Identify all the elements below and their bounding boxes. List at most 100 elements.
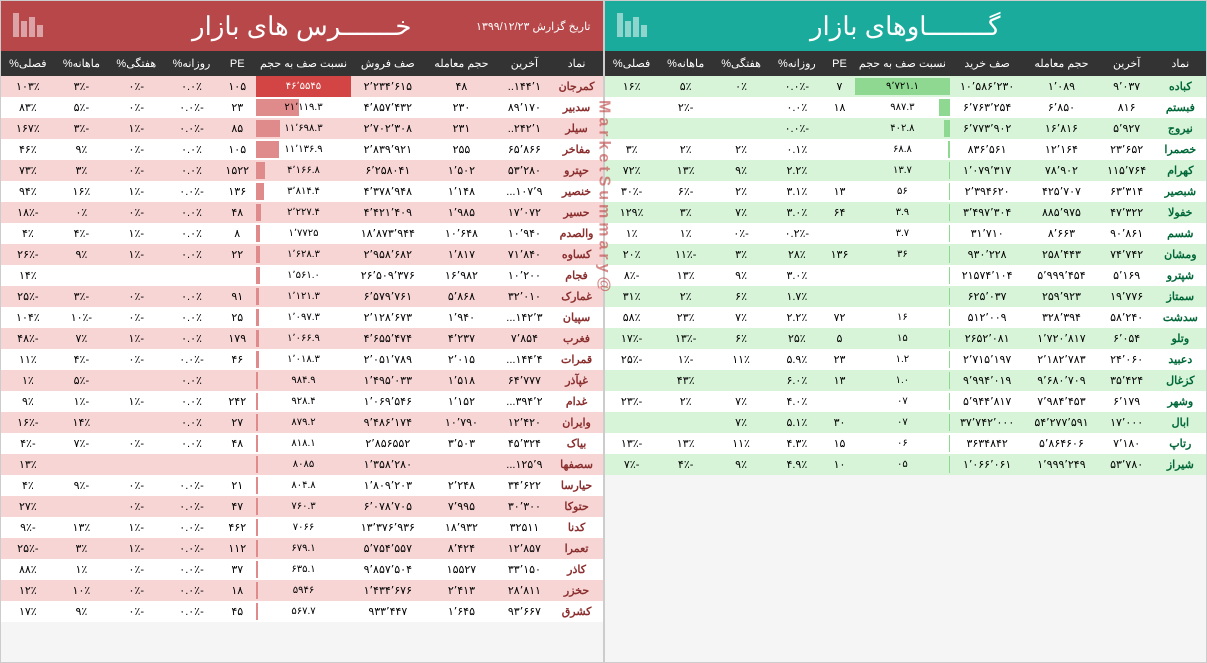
table-row[interactable]: فجام۱۰٬۲۰۰۱۶٬۹۸۲۲۶٬۵۰۹٬۳۷۶۱٬۵۶۱.۰۱۴٪ xyxy=(1,265,603,286)
col-header[interactable]: حجم معامله xyxy=(1024,51,1098,76)
table-row[interactable]: کهرام۱۱۵٬۷۶۴۷۸٬۹۰۲۱٬۰۷۹٬۳۱۷۱۳.۷۲.۲٪۹٪۱۳٪… xyxy=(605,160,1207,181)
col-header[interactable]: فصلی% xyxy=(1,51,55,76)
table-row[interactable]: ومشان۷۴٬۷۴۲۲۵۸٬۴۴۳۹۳۰٬۲۲۸۳۶۱۳۶۲۸٪۳٪-۱۱٪۲… xyxy=(605,244,1207,265)
col-header[interactable]: فصلی% xyxy=(605,51,659,76)
cell-w: ۱۱٪ xyxy=(713,433,770,454)
table-row[interactable]: رتاپ۷٬۱۸۰۵٬۸۶۴۶۰۶۳۶۳۴۸۴۲۰۶۱۵۴.۳٪۱۱٪۱۳٪-۱… xyxy=(605,433,1207,454)
cell-ratio: ۱۳.۷ xyxy=(855,160,950,181)
table-row[interactable]: خصمرا۲۳٬۶۵۲۱۲٬۱۶۴۸۳۶٬۵۶۱۶۸.۸۰.۱٪۲٪۲٪۳٪ xyxy=(605,139,1207,160)
table-row[interactable]: شیراز۵۳٬۷۸۰۱٬۹۹۹٬۲۴۹۱٬۰۶۶٬۰۶۱۰۵۱۰۴.۹٪۹٪-… xyxy=(605,454,1207,475)
table-row[interactable]: سمتاز۱۹٬۷۷۶۲۵۹٬۹۲۳۶۲۵٬۰۳۷۱.۷٪۶٪۲٪۳۱٪ xyxy=(605,286,1207,307)
table-row[interactable]: سصفها۱۲۵٬۹...۱٬۳۵۸٬۲۸۰۸۰۸۵۱۳٪ xyxy=(1,454,603,475)
cell-last: ۲۴٬۰۶۰ xyxy=(1099,349,1155,370)
cell-w xyxy=(108,370,164,391)
table-row[interactable]: تعمرا۱۲٬۸۵۷۸٬۴۲۴۵٬۷۵۴٬۵۵۷۶۷۹.۱۱۱۲-۰.۰٪-۱… xyxy=(1,538,603,559)
table-row[interactable]: سپیان۱۴۲٬۳...۱٬۹۴۰۲٬۱۲۸٬۶۷۳۱٬۰۹۷.۳۲۵۰.۰٪… xyxy=(1,307,603,328)
cell-pe: ۶۴ xyxy=(824,202,855,223)
cell-vol: ۱٬۹۸۵ xyxy=(425,202,499,223)
table-row[interactable]: قمرات۱۴۴٬۴...۲٬۰۱۵۲٬۰۵۱٬۷۸۹۱٬۰۱۸.۳۴۶-۰.۰… xyxy=(1,349,603,370)
table-row[interactable]: شبصیر۶۳٬۳۱۴۴۲۵٬۷۰۷۲٬۳۹۴۶۲۰۵۶۱۳۳.۱٪۲٪-۶٪-… xyxy=(605,181,1207,202)
cell-w: ۰٪ xyxy=(713,76,770,97)
table-row[interactable]: خنصیر۱۰۷٬۹...۱٬۱۴۸۴٬۳۷۸٬۹۴۸۳٬۸۱۴.۴۱۳۶-۰.… xyxy=(1,181,603,202)
cell-vol: ۸۸۵٬۹۷۵ xyxy=(1024,202,1098,223)
col-header[interactable]: نسبت صف به حجم xyxy=(855,51,950,76)
cell-pe: ۷ xyxy=(824,76,855,97)
table-row[interactable]: غدام۳۹۴٬۲...۱٬۱۵۲۱٬۰۶۹٬۵۴۶۹۲۸.۴۲۴۲۰.۰٪-۱… xyxy=(1,391,603,412)
table-row[interactable]: حپترو۵۳٬۲۸۰۱٬۵۰۲۶٬۲۵۸۰۴۱۴٬۱۶۶.۸۱۵۲۲۰.۰٪-… xyxy=(1,160,603,181)
table-row[interactable]: خفولا۴۷٬۳۲۲۸۸۵٬۹۷۵۳٬۴۹۷٬۳۰۴۳.۹۶۴۳.۰٪۷٪۳٪… xyxy=(605,202,1207,223)
table-row[interactable]: کشرق۹۳٬۶۶۷۱٬۶۴۵۹۳۳٬۴۴۷۵۶۷.۷۴۵-۰.۰٪-۰٪۹٪۱… xyxy=(1,601,603,622)
col-header[interactable]: صف فروش xyxy=(351,51,425,76)
table-row[interactable]: فبستم۸۱۶۶٬۸۵۰۶٬۷۶۳٬۲۵۴۹۸۷.۳۱۸۰.۰٪-۲٪ xyxy=(605,97,1207,118)
table-row[interactable]: بیاک۴۵٬۳۲۴۳٬۵۰۳۲٬۸۵۶۵۵۲۸۱۸.۱۴۸۰.۰٪-۰٪-۷٪… xyxy=(1,433,603,454)
table-row[interactable]: کزغال۳۵٬۴۲۴۹٬۶۸۰٬۷۰۹۹٬۹۹۴٬۰۱۹۱.۰۱۳۶.۰٪۴۳… xyxy=(605,370,1207,391)
col-header[interactable]: هفتگی% xyxy=(713,51,770,76)
cell-w: -۰٪ xyxy=(108,559,164,580)
col-header[interactable]: نماد xyxy=(1155,51,1206,76)
table-row[interactable]: غپآذر۶۴٬۷۷۷۱٬۵۱۸۱٬۴۹۵٬۰۳۳۹۸۴.۹۰.۰٪-۵٪۱٪ xyxy=(1,370,603,391)
cell-ratio: ۵۶ xyxy=(855,181,950,202)
cell-vol: ۱٬۵۰۲ xyxy=(425,160,499,181)
table-row[interactable]: کباده۹٬۰۳۷۱٬۰۸۹۱۰٬۵۸۶٬۲۳۰۹٬۷۲۱.۱۷-۰.۰٪۰٪… xyxy=(605,76,1207,97)
cell-d: ۰.۰٪ xyxy=(164,307,218,328)
table-row[interactable]: حیارسا۳۴٬۶۲۲۲٬۲۴۸۱٬۸۰۹٬۲۰۳۸۰۴.۸۲۱-۰.۰٪-۰… xyxy=(1,475,603,496)
bulls-table-wrap[interactable]: @MarketSummary نمادآخرینحجم معاملهصف خری… xyxy=(605,51,1207,662)
cell-queue: ۴٬۳۷۸٬۹۴۸ xyxy=(351,181,425,202)
cell-d: ۳.۰٪ xyxy=(770,265,825,286)
table-row[interactable]: حتوکا۳۰٬۳۰۰۷٬۹۹۵۶٬۰۷۸٬۷۰۵۷۶۰.۳۴۷-۰.۰٪-۰٪… xyxy=(1,496,603,517)
table-row[interactable]: سدبیر۸۹٬۱۷۰۲۳۰۴٬۸۵۷٬۴۳۲۲۱٬۱۱۹.۳۲۳-۰.۰٪-۰… xyxy=(1,97,603,118)
cell-last: ۱۷٬۰۰۰ xyxy=(1099,412,1155,433)
cell-w: -۰٪ xyxy=(713,223,770,244)
table-row[interactable]: کمرجان۱۴۴٬۱..۴۸۲٬۲۳۴٬۶۱۵۴۶٬۵۵۴۵۱۰۵۰.۰٪-۰… xyxy=(1,76,603,97)
cell-m: -۳٪ xyxy=(55,76,108,97)
col-header[interactable]: نماد xyxy=(551,51,603,76)
cell-ratio: ۲٬۲۲۷.۴ xyxy=(256,202,351,223)
table-row[interactable]: دعبید۲۴٬۰۶۰۲٬۱۸۲٬۷۸۳۲٬۷۱۵٬۱۹۷۱.۲۲۳۵.۹٪۱۱… xyxy=(605,349,1207,370)
table-row[interactable]: حسیر۱۷٬۰۷۲۱٬۹۸۵۴٬۴۲۱٬۴۰۹۲٬۲۲۷.۴۴۸۰.۰٪-۰٪… xyxy=(1,202,603,223)
table-row[interactable]: غمارک۳۲٬۰۱۰۵٬۸۶۸۶٬۵۷۹٬۷۶۱۱٬۱۲۱.۳۹۱۰.۰٪-۰… xyxy=(1,286,603,307)
table-row[interactable]: شسم۹۰٬۸۶۱۸٬۶۶۳۳۱٬۷۱۰۳.۷-۰.۲٪-۰٪۱٪۱٪ xyxy=(605,223,1207,244)
table-row[interactable]: وشهر۶٬۱۷۹۷٬۹۸۴٬۴۵۳۵٬۹۴۴٬۸۱۷۰۷۴.۰٪۷٪۲٪-۲۳… xyxy=(605,391,1207,412)
col-header[interactable]: صف خرید xyxy=(950,51,1024,76)
table-row[interactable]: ابال۱۷٬۰۰۰۵۴٬۲۷۷٬۵۹۱۳۷٬۷۴۲٬۰۰۰۰۷۳۰۵.۱٪۷٪ xyxy=(605,412,1207,433)
table-row[interactable]: مفاخر۶۵٬۸۶۶۲۵۵۲٬۸۳۹٬۹۲۱۱۱٬۱۳۶.۹۱۰۵۰.۰٪-۰… xyxy=(1,139,603,160)
table-row[interactable]: کدنا۳۲۵۱۱۱۸٬۹۳۲۱۳٬۳۷۶٬۹۳۶۷۰۶۶۴۶۲-۰.۰٪-۱٪… xyxy=(1,517,603,538)
table-row[interactable]: والصدم۱۰٬۹۴۰۱۰٬۶۴۸۱۸٬۸۷۳٬۹۴۴۱٬۷۷۲۵۸۰.۰٪-… xyxy=(1,223,603,244)
table-row[interactable]: کساوه۷۱٬۸۴۰۱٬۸۱۷۲٬۹۵۸٬۶۸۲۱٬۶۲۸.۳۲۲۰.۰٪-۱… xyxy=(1,244,603,265)
table-row[interactable]: حخزر۲۸٬۸۱۱۲٬۴۱۳۱٬۴۳۴٬۶۷۶۵۹۴۶۱۸-۰.۰٪-۰٪۱۰… xyxy=(1,580,603,601)
table-row[interactable]: سدشت۵۸٬۲۴۰۳۲۸٬۳۹۴۵۱۲٬۰۰۹۱۶۷۲۲.۲٪۷٪۲۳٪۵۸٪ xyxy=(605,307,1207,328)
cell-last: ۷٬۸۵۴ xyxy=(498,328,550,349)
col-header[interactable]: آخرین xyxy=(498,51,550,76)
col-header[interactable]: ماهانه% xyxy=(659,51,713,76)
cell-ratio: ۴٬۱۶۶.۸ xyxy=(256,160,351,181)
col-header[interactable]: روزانه% xyxy=(164,51,218,76)
cell-queue: ۹۳۰٬۲۲۸ xyxy=(950,244,1024,265)
cell-m: ۳٪ xyxy=(659,202,713,223)
cell-pe xyxy=(219,370,256,391)
cell-pe: ۱۰۵ xyxy=(219,76,256,97)
cell-d: ۵.۹٪ xyxy=(770,349,825,370)
col-header[interactable]: ماهانه% xyxy=(55,51,108,76)
col-header[interactable]: آخرین xyxy=(1099,51,1155,76)
cell-pe xyxy=(824,223,855,244)
col-header[interactable]: هفتگی% xyxy=(108,51,164,76)
col-header[interactable]: روزانه% xyxy=(770,51,825,76)
table-row[interactable]: شپترو۵٬۱۶۹۵٬۹۹۹٬۴۵۴۲۱۵۷۴٬۱۰۴۳.۰٪۹٪۱۳٪-۸٪ xyxy=(605,265,1207,286)
table-row[interactable]: فغرب۷٬۸۵۴۴٬۲۳۷۴٬۶۵۵٬۴۷۴۱٬۰۶۶.۹۱۷۹۰.۰٪-۱٪… xyxy=(1,328,603,349)
table-row[interactable]: وتلو۶٬۰۵۴۱٬۷۲۰٬۸۱۷۲۶۵۲٬۰۸۱۱۵۵۲۵٪۶٪-۱۳٪-۱… xyxy=(605,328,1207,349)
table-row[interactable]: وایران۱۲٬۴۲۰۱۰٬۷۹۰۹٬۴۸۶٬۱۷۴۸۷۹.۲۲۷۰.۰٪۱۴… xyxy=(1,412,603,433)
col-header[interactable]: PE xyxy=(219,51,256,76)
table-row[interactable]: سیلر۲۴۲٬۱..۲۳۱۲٬۷۰۲٬۳۰۸۱۱٬۶۹۸.۳۸۵-۰.۰٪-۱… xyxy=(1,118,603,139)
cell-sym: نیروج xyxy=(1155,118,1206,139)
cell-d: ۰.۰٪ xyxy=(164,160,218,181)
table-row[interactable]: نیروج۵٬۹۲۷۱۶٬۸۱۶۶٬۷۷۳٬۹۰۲۴۰۲.۸-۰.۰٪ xyxy=(605,118,1207,139)
cell-ratio: ۰۷ xyxy=(855,412,950,433)
col-header[interactable]: نسبت صف به حجم xyxy=(256,51,351,76)
col-header[interactable]: حجم معامله xyxy=(425,51,499,76)
cell-vol: ۱٬۰۸۹ xyxy=(1024,76,1098,97)
cell-q: ۷۲٪ xyxy=(605,160,659,181)
bears-table-wrap[interactable]: نمادآخرینحجم معاملهصف فروشنسبت صف به حجم… xyxy=(1,51,603,662)
cell-last: ۳۵٬۴۲۴ xyxy=(1099,370,1155,391)
col-header[interactable]: PE xyxy=(824,51,855,76)
table-row[interactable]: کاذر۳۳٬۱۵۰۱۵۵۲۷۹٬۸۵۷٬۵۰۴۶۳۵.۱۳۷-۰.۰٪-۰٪۱… xyxy=(1,559,603,580)
